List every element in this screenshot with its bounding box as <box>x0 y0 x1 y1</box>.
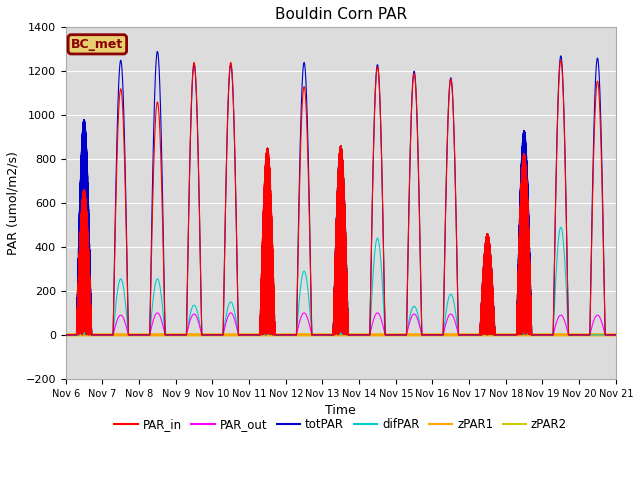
difPAR <box>467 332 475 338</box>
totPAR <box>351 332 358 338</box>
difPAR <box>393 332 401 338</box>
Line: totPAR: totPAR <box>66 51 616 335</box>
PAR_out <box>351 332 358 338</box>
PAR_in <box>393 332 401 338</box>
PAR_out <box>62 332 70 338</box>
difPAR <box>351 332 358 338</box>
zPAR1 <box>467 332 475 338</box>
PAR_out <box>80 310 88 316</box>
PAR_in <box>557 57 564 63</box>
zPAR1 <box>62 332 70 338</box>
difPAR <box>98 332 106 338</box>
totPAR <box>393 332 401 338</box>
Line: PAR_in: PAR_in <box>66 60 616 335</box>
Legend: PAR_in, PAR_out, totPAR, difPAR, zPAR1, zPAR2: PAR_in, PAR_out, totPAR, difPAR, zPAR1, … <box>109 414 572 436</box>
PAR_in <box>612 332 620 338</box>
zPAR1 <box>612 332 620 338</box>
PAR_out <box>393 332 401 338</box>
zPAR1 <box>351 332 358 338</box>
zPAR2 <box>467 332 475 338</box>
difPAR <box>337 144 344 150</box>
zPAR2 <box>351 332 358 338</box>
zPAR2 <box>612 332 620 338</box>
PAR_out <box>78 312 86 318</box>
PAR_out <box>467 332 475 338</box>
totPAR <box>98 332 106 338</box>
PAR_in <box>294 247 302 253</box>
Title: Bouldin Corn PAR: Bouldin Corn PAR <box>275 7 407 22</box>
PAR_in <box>467 332 475 338</box>
Line: difPAR: difPAR <box>66 147 616 335</box>
PAR_in <box>98 332 106 338</box>
zPAR1 <box>78 332 86 338</box>
PAR_out <box>294 324 302 330</box>
PAR_in <box>62 332 70 338</box>
zPAR1 <box>393 332 401 338</box>
totPAR <box>612 332 620 338</box>
zPAR2 <box>98 332 106 338</box>
totPAR <box>62 332 70 338</box>
difPAR <box>612 332 620 338</box>
zPAR2 <box>78 332 86 338</box>
difPAR <box>62 332 70 338</box>
zPAR2 <box>393 332 401 338</box>
PAR_out <box>612 332 620 338</box>
Line: PAR_out: PAR_out <box>66 313 616 335</box>
difPAR <box>294 310 302 316</box>
zPAR1 <box>294 332 302 338</box>
totPAR <box>467 332 475 338</box>
PAR_out <box>98 332 106 338</box>
zPAR2 <box>294 332 302 338</box>
totPAR <box>154 48 161 54</box>
PAR_in <box>78 328 86 334</box>
PAR_in <box>351 332 358 338</box>
difPAR <box>78 234 86 240</box>
zPAR2 <box>62 332 70 338</box>
totPAR <box>78 326 86 332</box>
X-axis label: Time: Time <box>325 404 356 417</box>
Text: BC_met: BC_met <box>71 38 124 51</box>
zPAR1 <box>98 332 106 338</box>
totPAR <box>294 238 302 244</box>
Y-axis label: PAR (umol/m2/s): PAR (umol/m2/s) <box>7 151 20 255</box>
